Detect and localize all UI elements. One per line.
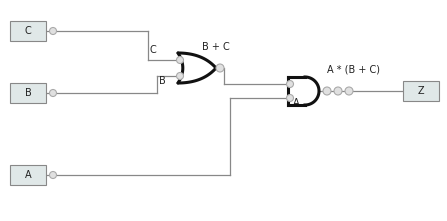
Text: B: B	[25, 88, 31, 98]
Circle shape	[334, 87, 342, 95]
Circle shape	[345, 87, 353, 95]
Circle shape	[50, 171, 56, 179]
FancyBboxPatch shape	[10, 165, 46, 185]
Circle shape	[287, 80, 294, 88]
Text: A: A	[25, 170, 31, 180]
Circle shape	[287, 95, 294, 101]
Text: Z: Z	[417, 86, 424, 96]
Circle shape	[323, 87, 331, 95]
FancyBboxPatch shape	[403, 81, 439, 101]
Text: B + C: B + C	[202, 42, 230, 52]
Text: A: A	[293, 98, 299, 108]
Circle shape	[50, 27, 56, 34]
Text: C: C	[150, 45, 157, 55]
Circle shape	[177, 72, 184, 80]
Circle shape	[177, 57, 184, 63]
Text: A * (B + C): A * (B + C)	[327, 64, 380, 74]
Text: B: B	[159, 76, 166, 86]
Circle shape	[50, 90, 56, 97]
Circle shape	[216, 64, 224, 72]
Text: C: C	[25, 26, 31, 36]
FancyBboxPatch shape	[10, 83, 46, 103]
FancyBboxPatch shape	[10, 21, 46, 41]
